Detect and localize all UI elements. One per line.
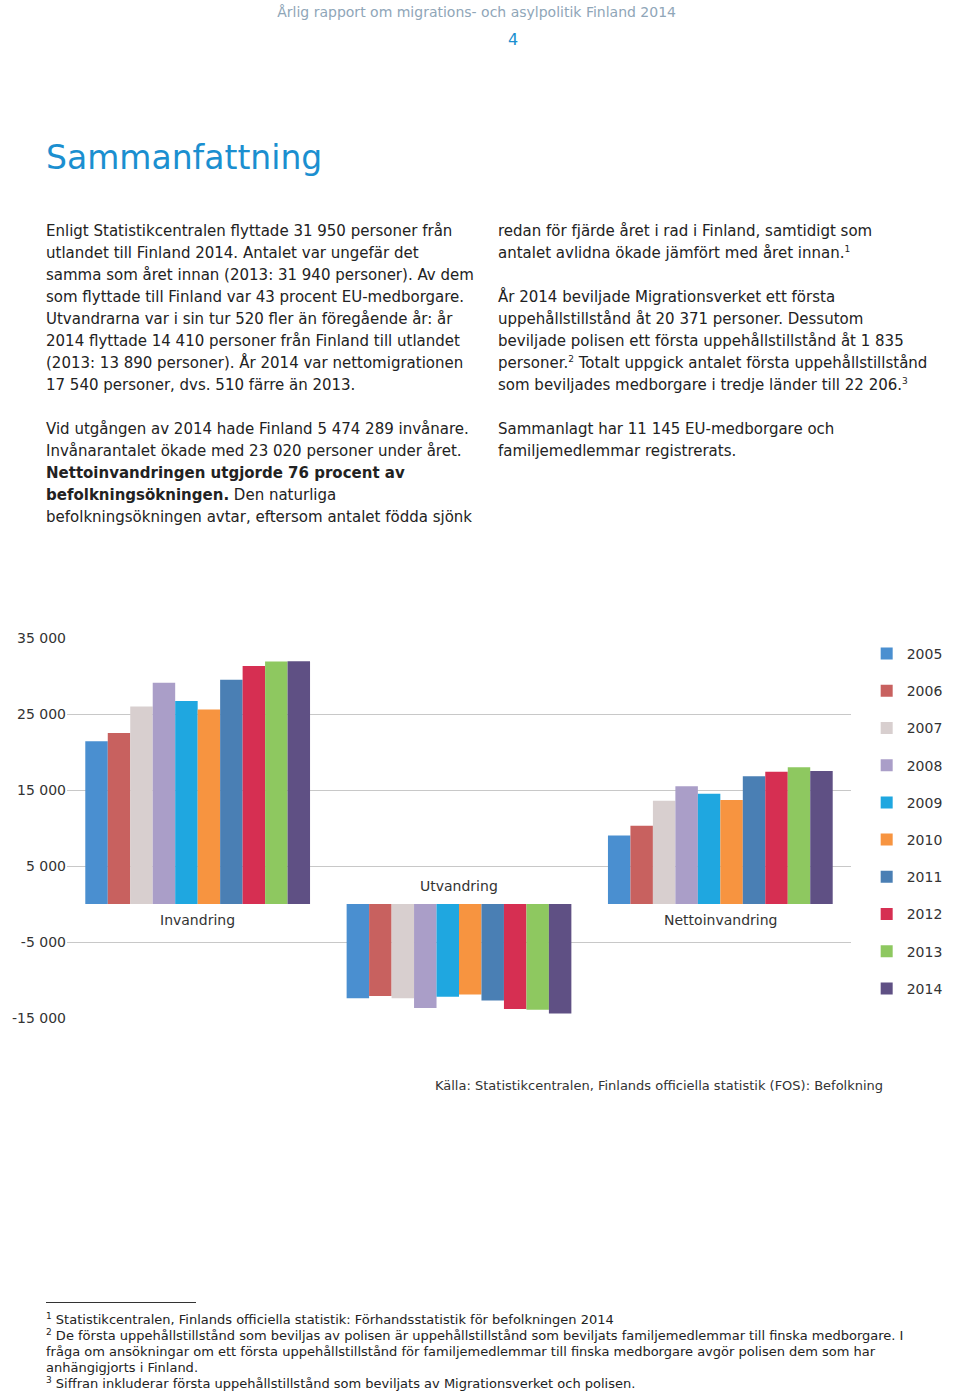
svg-text:Nettoinvandring: Nettoinvandring [664, 912, 777, 928]
svg-text:-15 000: -15 000 [12, 1010, 66, 1026]
html-text:Årlig rapport om migrations- o: Årlig rapport om migrations- och asylpol… [277, 4, 676, 20]
html-text:År 2014 beviljade Migrationsve: År 2014 beviljade Migrationsverket ett f… [498, 288, 928, 394]
html-text:Sammanfattning: Sammanfattning [46, 138, 323, 177]
svg-text:2013: 2013 [907, 944, 943, 960]
html-text:2De första uppehållstillstånd: 2De första uppehållstillstånd som bevilj… [46, 1326, 904, 1375]
svg-text:2014: 2014 [907, 981, 943, 997]
svg-text:Invandring: Invandring [160, 912, 235, 928]
html-text:1Statistikcentralen, Finlands: 1Statistikcentralen, Finlands officiella… [46, 1310, 614, 1327]
html-text:Vid utgången av 2014 hade Finl: Vid utgången av 2014 hade Finland 5 474 … [46, 420, 469, 460]
svg-text:2009: 2009 [907, 795, 943, 811]
svg-text:2008: 2008 [907, 758, 943, 774]
svg-text:2005: 2005 [907, 646, 943, 662]
svg-text:2010: 2010 [907, 832, 943, 848]
html-text:3Siffran inkluderar första upp: 3Siffran inkluderar första uppehållstill… [46, 1374, 636, 1391]
svg-text:2011: 2011 [907, 869, 943, 885]
html-text:4: 4 [508, 30, 519, 49]
html-text:Enligt Statistikcentralen flyt: Enligt Statistikcentralen flyttade 31 95… [46, 222, 474, 394]
svg-text:25 000: 25 000 [17, 706, 66, 722]
svg-text:-5 000: -5 000 [21, 934, 66, 950]
svg-text:2006: 2006 [907, 683, 943, 699]
svg-text:2007: 2007 [907, 720, 943, 736]
svg-text:Utvandring: Utvandring [420, 878, 498, 894]
svg-text:5 000: 5 000 [26, 858, 66, 874]
html-text:Nettoinvandringen utgjorde 76: Nettoinvandringen utgjorde 76 procent av… [46, 222, 873, 526]
svg-text:2012: 2012 [907, 906, 943, 922]
html-text:Sammanlagt har 11 145 EU-medbo: Sammanlagt har 11 145 EU-medborgare och … [498, 420, 835, 460]
svg-text:35 000: 35 000 [17, 630, 66, 646]
svg-text:15 000: 15 000 [17, 782, 66, 798]
html-text:Källa: Statistikcentralen, Fin: Källa: Statistikcentralen, Finlands offi… [435, 1078, 884, 1093]
